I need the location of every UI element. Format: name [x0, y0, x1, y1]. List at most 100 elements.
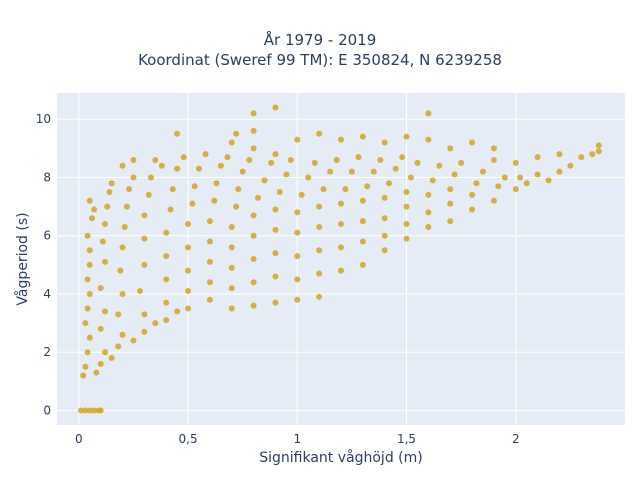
- data-point: [381, 247, 388, 254]
- data-point: [495, 183, 502, 190]
- data-point: [327, 168, 334, 175]
- data-point: [447, 218, 454, 225]
- y-tick-label: 4: [43, 287, 51, 301]
- data-point: [272, 250, 279, 257]
- data-point: [93, 369, 100, 376]
- data-point: [169, 186, 176, 193]
- data-point: [97, 407, 104, 414]
- data-point: [141, 311, 148, 318]
- data-point: [320, 186, 327, 193]
- data-point: [84, 276, 91, 283]
- data-point: [163, 276, 170, 283]
- data-point: [469, 191, 476, 198]
- data-point: [206, 218, 213, 225]
- data-point: [407, 174, 414, 181]
- data-point: [381, 139, 388, 146]
- data-point: [141, 328, 148, 335]
- data-point: [189, 200, 196, 207]
- y-tick-label: 8: [43, 170, 51, 184]
- plot-area-background: [57, 93, 625, 425]
- data-point: [447, 200, 454, 207]
- data-point: [425, 209, 432, 216]
- data-point: [338, 221, 344, 228]
- data-point: [84, 349, 91, 356]
- data-point: [84, 232, 91, 239]
- data-point: [490, 145, 497, 152]
- data-point: [359, 261, 366, 268]
- data-point: [294, 209, 301, 216]
- data-point: [152, 320, 159, 327]
- data-point: [523, 180, 530, 187]
- data-point: [469, 139, 476, 146]
- data-point: [272, 226, 279, 233]
- data-point: [82, 407, 89, 414]
- data-point: [545, 177, 552, 184]
- data-point: [512, 159, 519, 166]
- data-point: [250, 110, 257, 117]
- data-point: [283, 171, 290, 178]
- data-point: [425, 191, 432, 198]
- x-tick-label: 1,5: [397, 432, 416, 446]
- data-point: [239, 168, 246, 175]
- data-point: [316, 130, 323, 137]
- data-point: [104, 203, 111, 210]
- data-point: [250, 302, 257, 309]
- data-point: [235, 186, 242, 193]
- data-point: [392, 165, 399, 172]
- data-point: [233, 130, 240, 137]
- y-tick-label: 10: [36, 112, 51, 126]
- data-point: [163, 317, 170, 324]
- data-point: [246, 156, 253, 163]
- data-point: [119, 162, 126, 169]
- data-point: [84, 305, 91, 312]
- data-point: [403, 189, 410, 196]
- data-point: [386, 180, 393, 187]
- data-point: [534, 154, 541, 161]
- data-point: [348, 168, 355, 175]
- data-point: [429, 177, 436, 184]
- data-point: [130, 156, 137, 163]
- chart-title-line-1: År 1979 - 2019: [263, 31, 377, 49]
- data-point: [86, 261, 93, 268]
- data-point: [359, 133, 366, 140]
- data-point: [316, 247, 323, 254]
- data-point: [490, 197, 497, 204]
- data-point: [338, 200, 344, 207]
- data-point: [119, 244, 126, 251]
- data-point: [217, 162, 224, 169]
- data-point: [250, 212, 257, 219]
- data-point: [211, 197, 218, 204]
- data-point: [578, 154, 585, 161]
- data-point: [130, 174, 137, 181]
- data-point: [141, 261, 148, 268]
- data-point: [250, 279, 257, 286]
- data-point: [534, 171, 541, 178]
- data-point: [342, 186, 349, 193]
- data-point: [595, 142, 602, 149]
- data-point: [233, 203, 240, 210]
- data-point: [228, 264, 235, 271]
- data-point: [298, 191, 305, 198]
- data-point: [403, 235, 410, 242]
- data-point: [152, 156, 159, 163]
- y-tick-label: 2: [43, 345, 51, 359]
- data-point: [206, 296, 213, 303]
- data-point: [123, 203, 130, 210]
- data-point: [206, 279, 213, 286]
- data-point: [163, 229, 170, 236]
- data-point: [86, 247, 93, 254]
- data-point: [126, 186, 133, 193]
- data-point: [370, 168, 377, 175]
- data-point: [102, 349, 109, 356]
- data-point: [106, 189, 113, 196]
- data-point: [130, 337, 137, 344]
- data-point: [512, 186, 519, 193]
- data-point: [185, 244, 192, 251]
- data-point: [469, 206, 476, 213]
- data-point: [82, 320, 89, 327]
- data-point: [595, 148, 602, 155]
- data-point: [305, 174, 312, 181]
- data-point: [102, 258, 109, 265]
